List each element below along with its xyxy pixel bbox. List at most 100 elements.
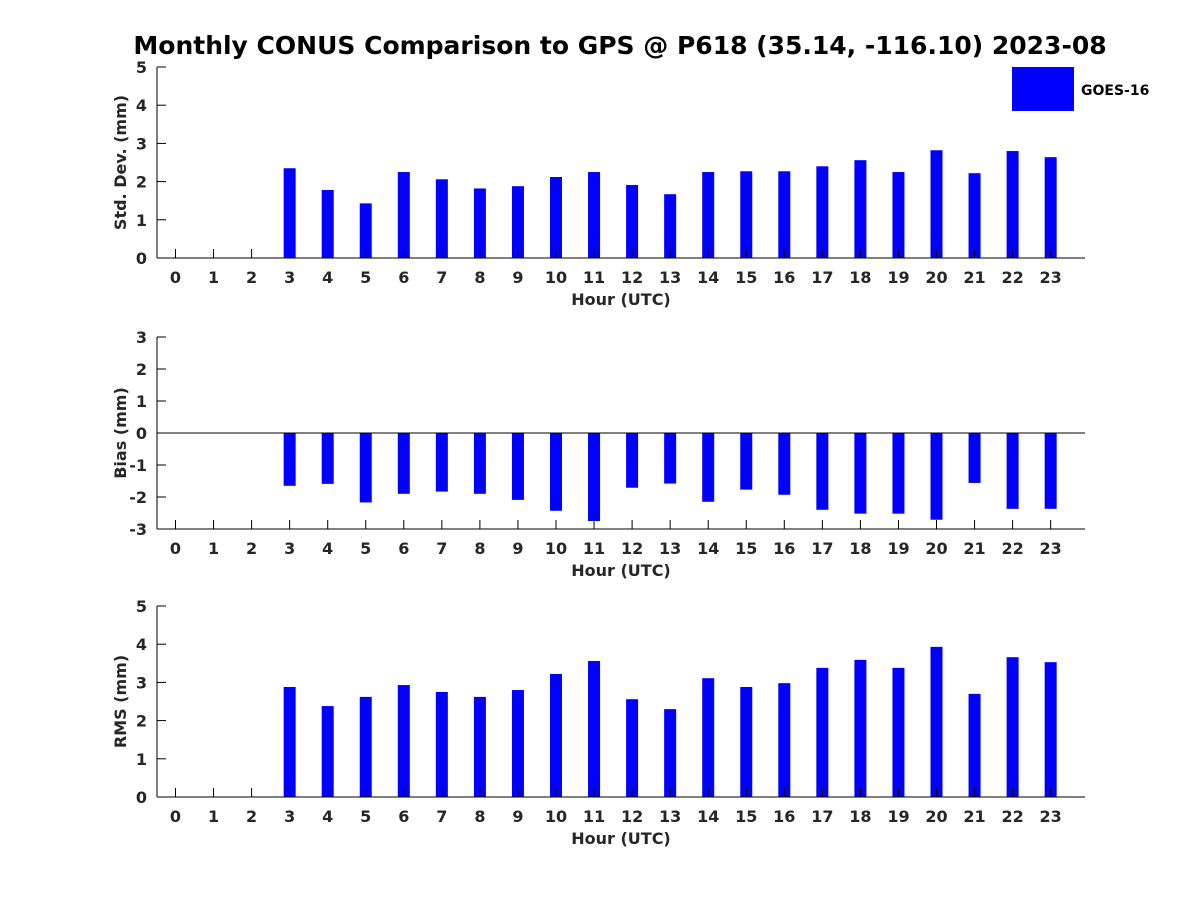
bar-hour-15	[740, 171, 753, 258]
x-tick-label: 9	[512, 807, 523, 826]
x-tick-label: 1	[208, 539, 219, 558]
x-tick-label: 9	[512, 539, 523, 558]
bar-hour-5	[359, 203, 372, 258]
bar-hour-4	[321, 706, 334, 797]
y-tick-label: 1	[136, 750, 147, 769]
bar-hour-5	[359, 696, 372, 797]
x-tick-label: 18	[849, 807, 871, 826]
x-tick-label: 20	[925, 807, 947, 826]
bar-hour-10	[550, 673, 562, 797]
bar-hour-8	[473, 433, 486, 494]
x-axis-label: Hour (UTC)	[571, 829, 671, 848]
bar-hour-22	[1006, 151, 1019, 258]
x-tick-label: 14	[697, 807, 719, 826]
bar-hour-6	[397, 172, 410, 258]
x-tick-label: 15	[735, 268, 757, 287]
y-tick-label: 4	[136, 635, 147, 654]
legend-swatch	[1012, 67, 1074, 111]
bar-hour-8	[473, 188, 486, 258]
y-tick-label: 0	[136, 249, 147, 268]
x-tick-label: 1	[208, 268, 219, 287]
x-tick-label: 23	[1040, 807, 1062, 826]
bar-hour-21	[968, 173, 981, 258]
bar-hour-11	[588, 172, 601, 258]
x-tick-label: 23	[1040, 539, 1062, 558]
y-axis-label: RMS (mm)	[111, 655, 130, 748]
bar-hour-9	[511, 433, 524, 500]
x-tick-label: 7	[436, 807, 447, 826]
x-tick-label: 18	[849, 539, 871, 558]
bar-hour-12	[626, 185, 639, 258]
x-tick-label: 1	[208, 807, 219, 826]
y-tick-label: 3	[136, 328, 147, 347]
bar-hour-23	[1044, 157, 1057, 258]
x-tick-label: 17	[811, 268, 833, 287]
x-tick-label: 11	[583, 807, 605, 826]
y-tick-label: 5	[136, 58, 147, 77]
bar-hour-16	[778, 171, 791, 258]
bar-hour-13	[664, 709, 677, 797]
x-tick-label: 0	[170, 807, 181, 826]
x-tick-label: 4	[322, 268, 333, 287]
bar-hour-17	[816, 166, 829, 258]
x-tick-label: 2	[246, 807, 257, 826]
x-tick-label: 3	[284, 539, 295, 558]
x-tick-label: 13	[659, 807, 681, 826]
bar-hour-6	[397, 685, 410, 797]
x-tick-label: 0	[170, 539, 181, 558]
x-tick-label: 3	[284, 268, 295, 287]
bar-hour-10	[550, 177, 562, 258]
bar-hour-3	[283, 433, 296, 486]
x-tick-label: 12	[621, 539, 643, 558]
x-tick-label: 5	[360, 268, 371, 287]
y-tick-label: -1	[129, 456, 147, 475]
bar-hour-7	[435, 179, 448, 258]
bar-hour-7	[435, 691, 448, 797]
x-tick-label: 4	[322, 539, 333, 558]
bar-hour-14	[702, 433, 715, 502]
x-tick-label: 19	[887, 807, 909, 826]
x-tick-label: 11	[583, 268, 605, 287]
x-tick-label: 16	[773, 807, 795, 826]
x-axis-label: Hour (UTC)	[571, 290, 671, 309]
bar-hour-23	[1044, 433, 1057, 509]
x-tick-label: 13	[659, 268, 681, 287]
bar-hour-4	[321, 190, 334, 258]
x-tick-label: 6	[398, 539, 409, 558]
x-tick-label: 7	[436, 268, 447, 287]
y-tick-label: -2	[129, 488, 147, 507]
x-tick-label: 0	[170, 268, 181, 287]
bar-hour-22	[1006, 657, 1019, 797]
bar-hour-6	[397, 433, 410, 494]
x-tick-label: 2	[246, 268, 257, 287]
x-tick-label: 22	[1001, 539, 1023, 558]
bar-hour-13	[664, 194, 677, 258]
bar-hour-12	[626, 433, 639, 488]
x-tick-label: 20	[925, 268, 947, 287]
bar-hour-18	[854, 659, 867, 797]
x-tick-label: 9	[512, 268, 523, 287]
y-tick-label: 2	[136, 712, 147, 731]
bar-hour-3	[283, 168, 296, 258]
x-tick-label: 15	[735, 539, 757, 558]
bar-hour-20	[930, 433, 943, 520]
bar-hour-3	[283, 686, 296, 797]
bar-hour-23	[1044, 662, 1057, 797]
x-tick-label: 4	[322, 807, 333, 826]
x-tick-label: 2	[246, 539, 257, 558]
x-tick-label: 17	[811, 539, 833, 558]
bar-hour-7	[435, 433, 448, 492]
x-tick-label: 5	[360, 539, 371, 558]
bar-hour-15	[740, 686, 753, 797]
x-tick-label: 7	[436, 539, 447, 558]
x-tick-label: 5	[360, 807, 371, 826]
bar-hour-9	[511, 690, 524, 797]
x-tick-label: 18	[849, 268, 871, 287]
y-tick-label: 0	[136, 788, 147, 807]
bar-hour-8	[473, 696, 486, 797]
bar-hour-4	[321, 433, 334, 484]
